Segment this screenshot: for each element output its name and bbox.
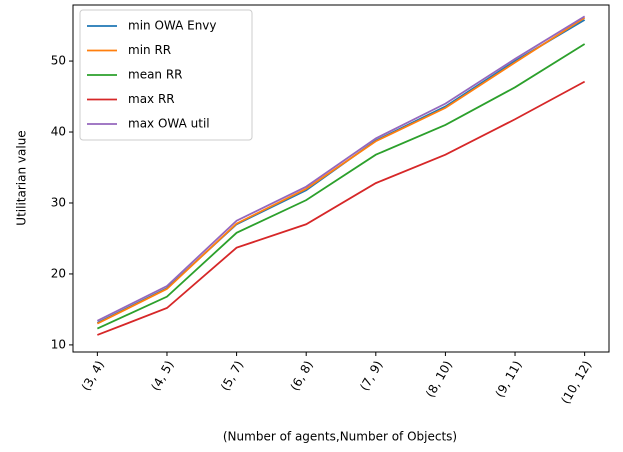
x-tick-label: (6, 8) [288, 358, 316, 393]
x-tick-label: (7, 9) [357, 358, 385, 393]
plot-frame [72, 4, 610, 353]
x-tick-label: (3, 4) [79, 358, 107, 393]
x-tick-label: (8, 10) [423, 358, 455, 400]
y-tick-label: 10 [51, 337, 66, 351]
x-tick-label: (10, 12) [558, 358, 594, 406]
series-line [96, 17, 586, 325]
legend-label: min OWA Envy [128, 19, 217, 33]
series-line [96, 43, 586, 330]
legend-label: mean RR [128, 68, 183, 82]
y-tick-label: 30 [51, 195, 66, 209]
series-line [97, 80, 586, 336]
x-tick-label: (5, 7) [218, 358, 246, 393]
x-tick-label: (9, 11) [493, 358, 525, 400]
legend-label: min RR [128, 43, 171, 57]
x-tick-label: (4, 5) [148, 358, 176, 393]
legend: min OWA Envy min RR mean RR max RR max OWA u… [79, 9, 253, 141]
y-axis-label: Utilitarian value [15, 130, 29, 225]
y-tick-label: 20 [51, 266, 66, 280]
y-tick-label: 40 [51, 125, 66, 139]
legend-label: max OWA util [128, 117, 210, 131]
series-line [96, 15, 586, 322]
y-tick-label: 50 [51, 54, 66, 68]
legend-label: max RR [128, 92, 175, 106]
x-axis-label: (Number of agents,Number of Objects) [223, 430, 457, 444]
legend-box [79, 9, 253, 141]
